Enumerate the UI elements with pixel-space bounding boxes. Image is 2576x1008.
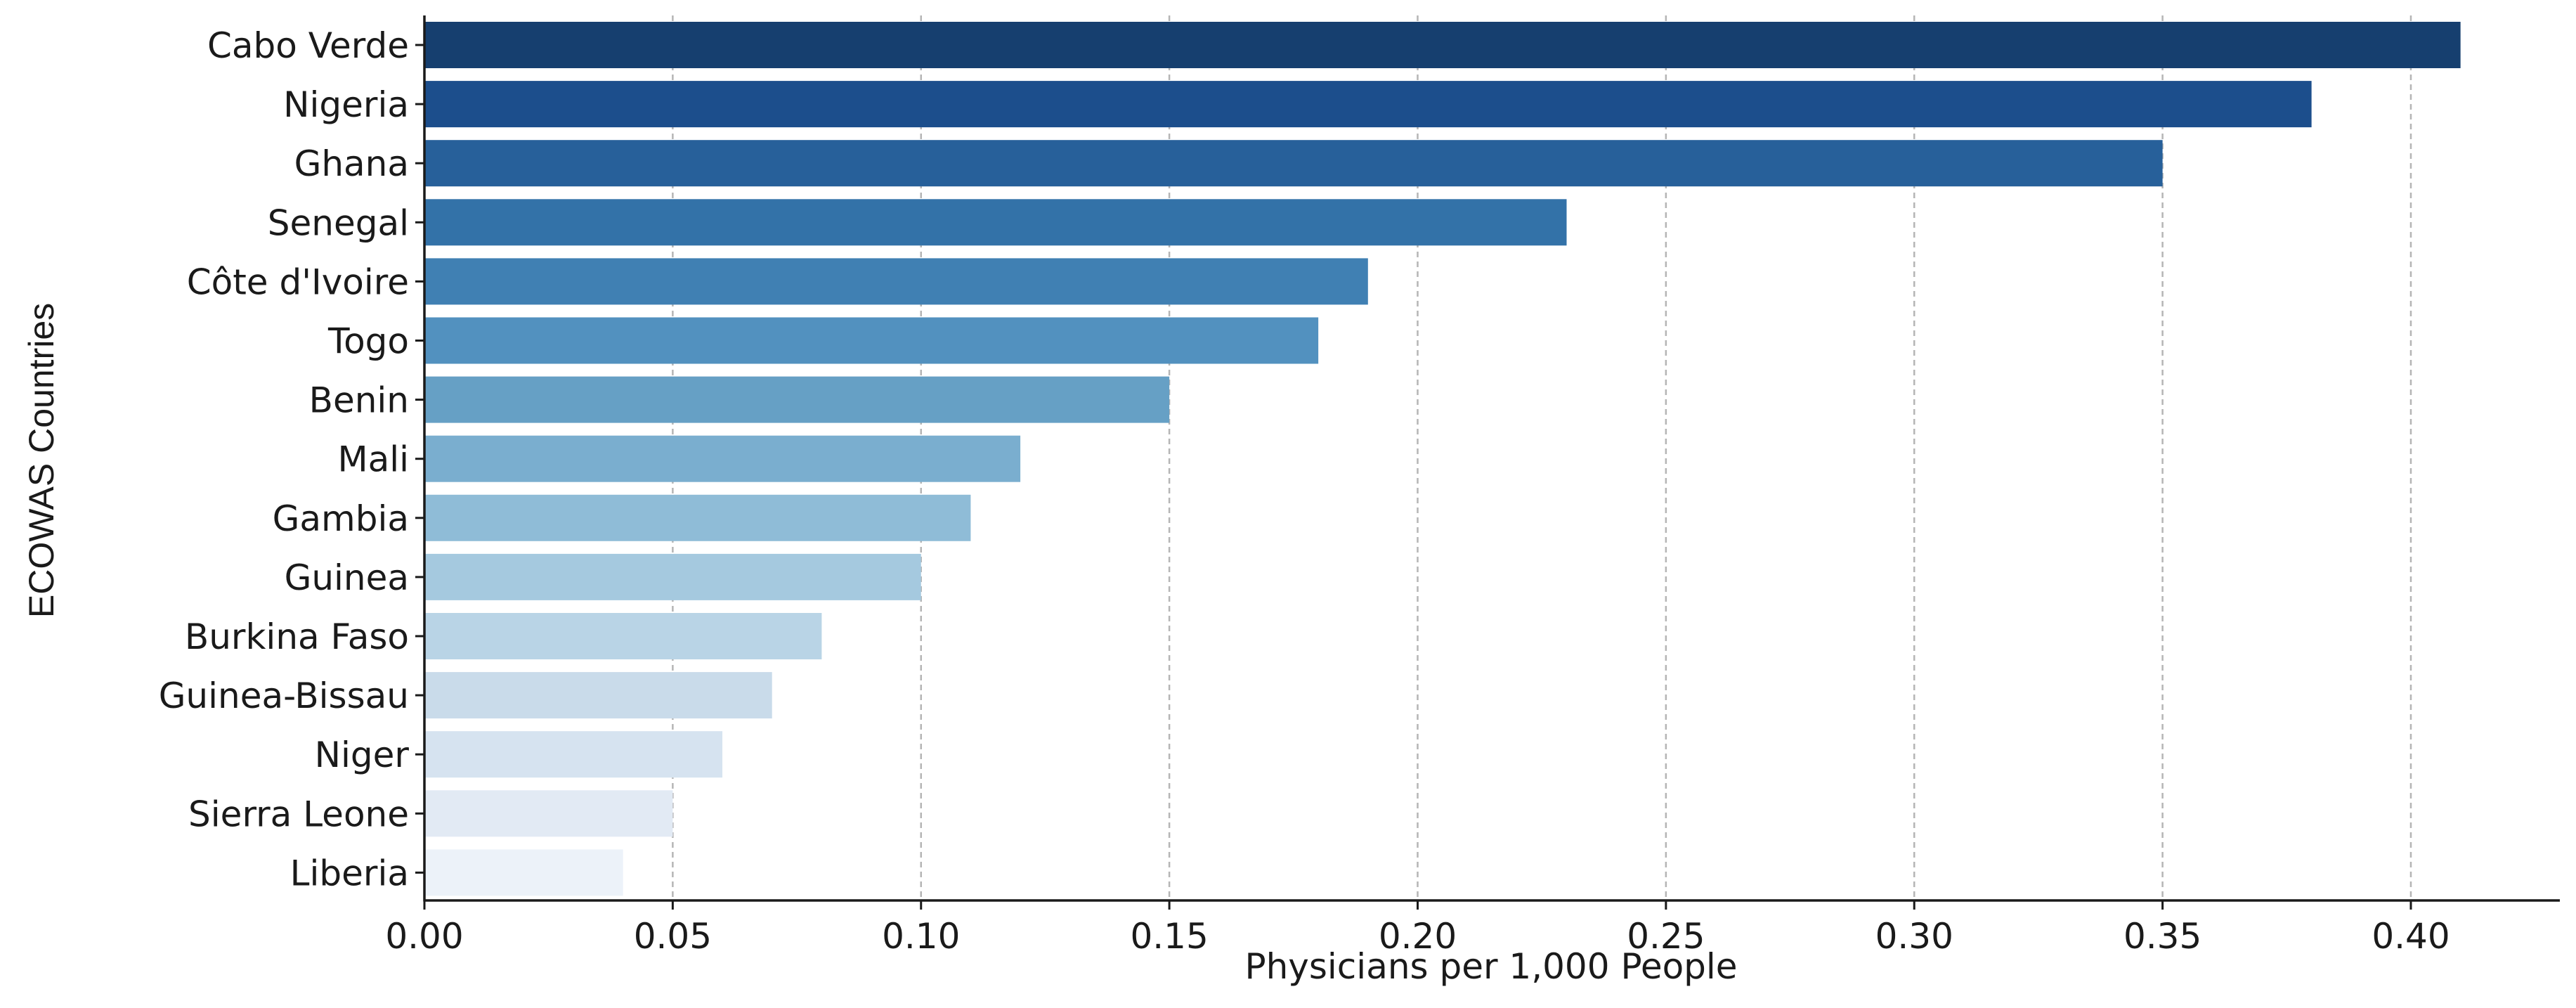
label-layer: 0.00 0.05 0.10 0.15 0.20 0.25 0.30 0.35 0.40 Cabo… bbox=[159, 25, 2450, 957]
bar bbox=[424, 258, 1368, 305]
bar bbox=[424, 731, 723, 778]
bar bbox=[424, 435, 1021, 482]
bar bbox=[424, 613, 822, 659]
bar-layer bbox=[424, 22, 2461, 896]
y-tick-label: Mali bbox=[337, 439, 409, 480]
bar bbox=[424, 140, 2163, 187]
x-tick-label: 0.00 bbox=[385, 916, 463, 957]
y-tick-label: Ghana bbox=[294, 143, 409, 184]
axis-layer bbox=[415, 15, 2560, 910]
y-tick-label: Benin bbox=[309, 380, 409, 421]
x-tick-label: 0.05 bbox=[634, 916, 712, 957]
bar bbox=[424, 22, 2461, 68]
x-tick-label: 0.10 bbox=[882, 916, 960, 957]
y-tick-label: Gambia bbox=[273, 498, 409, 539]
y-tick-label: Niger bbox=[315, 735, 410, 775]
y-tick-label: Burkina Faso bbox=[185, 616, 409, 657]
bar bbox=[424, 376, 1170, 423]
y-tick-label: Sierra Leone bbox=[188, 794, 409, 834]
bar bbox=[424, 494, 971, 541]
y-tick-label: Côte d'Ivoire bbox=[187, 261, 409, 302]
y-tick-label: Senegal bbox=[268, 202, 409, 243]
bar bbox=[424, 553, 921, 600]
y-tick-label: Nigeria bbox=[283, 84, 409, 125]
bar bbox=[424, 672, 772, 719]
y-tick-label: Togo bbox=[327, 321, 409, 362]
x-axis-title: Physicians per 1,000 People bbox=[1244, 946, 1737, 987]
bar bbox=[424, 849, 623, 896]
bar bbox=[424, 790, 673, 837]
x-tick-label: 0.30 bbox=[1875, 916, 1953, 957]
y-tick-label: Cabo Verde bbox=[207, 25, 409, 66]
x-tick-label: 0.40 bbox=[2372, 916, 2450, 957]
y-tick-label: Liberia bbox=[290, 853, 409, 893]
x-tick-label: 0.15 bbox=[1130, 916, 1208, 957]
y-axis-title: ECOWAS Countries bbox=[22, 303, 61, 618]
y-tick-label: Guinea-Bissau bbox=[159, 676, 409, 716]
x-tick-label: 0.35 bbox=[2123, 916, 2201, 957]
y-tick-label: Guinea bbox=[285, 557, 409, 598]
bar bbox=[424, 81, 2312, 128]
bar bbox=[424, 199, 1567, 246]
x-tick-label: 0.25 bbox=[1627, 916, 1705, 957]
x-tick-label: 0.20 bbox=[1379, 916, 1457, 957]
bar bbox=[424, 317, 1319, 364]
